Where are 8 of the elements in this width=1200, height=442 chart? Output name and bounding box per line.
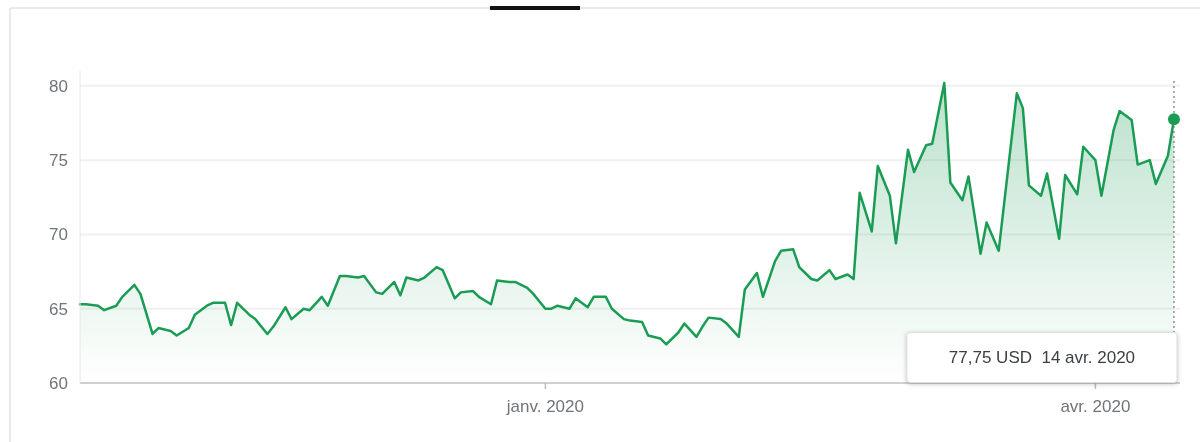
y-tick-label: 60 <box>49 373 68 393</box>
x-tick-label: avr. 2020 <box>1060 397 1131 416</box>
y-tick-label: 80 <box>49 76 68 96</box>
x-tick-label: janv. 2020 <box>505 397 584 416</box>
annotation: 77,75 USD 14 avr. 2020 <box>948 348 1136 368</box>
y-tick-label: 75 <box>49 151 68 171</box>
y-tick-label: 65 <box>49 299 68 319</box>
y-tick-label: 70 <box>49 225 68 245</box>
